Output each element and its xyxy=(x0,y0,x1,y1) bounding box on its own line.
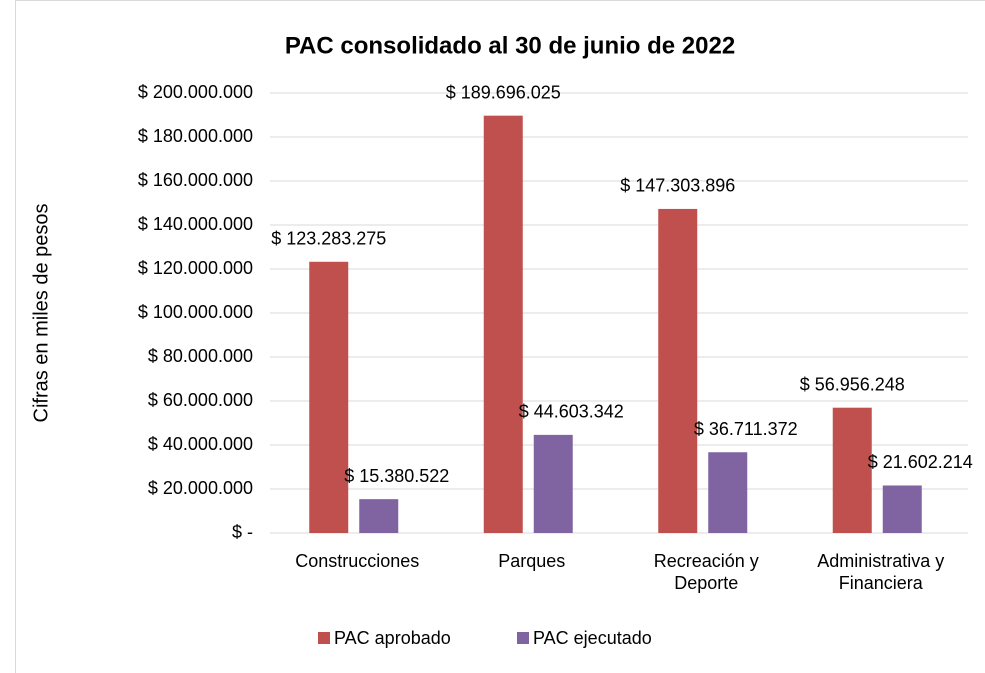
y-tick-label: $ 200.000.000 xyxy=(138,82,253,102)
x-tick-label: Recreación y Deporte xyxy=(653,551,759,593)
bar xyxy=(708,452,748,533)
bar xyxy=(483,115,523,533)
bar xyxy=(533,434,573,533)
y-tick-label: $ 20.000.000 xyxy=(148,478,253,498)
data-label: $ 15.380.522 xyxy=(344,466,449,486)
y-tick-label: $ 120.000.000 xyxy=(138,258,253,278)
y-tick-label: $ 80.000.000 xyxy=(148,346,253,366)
bar xyxy=(832,407,872,533)
bar xyxy=(359,499,399,533)
y-tick-label: $ 140.000.000 xyxy=(138,214,253,234)
chart-border xyxy=(15,0,985,673)
legend-swatch xyxy=(318,632,330,644)
y-tick-label: $ 60.000.000 xyxy=(148,390,253,410)
x-tick-label: Construcciones xyxy=(295,551,420,571)
legend-label: PAC aprobado xyxy=(334,628,451,648)
x-tick-label: Administrativa y Financiera xyxy=(817,551,945,593)
y-tick-label: $ 40.000.000 xyxy=(148,434,253,454)
data-label: $ 123.283.275 xyxy=(271,229,386,249)
data-label: $ 189.696.025 xyxy=(446,82,561,102)
data-label: $ 147.303.896 xyxy=(620,176,735,196)
data-label: $ 21.602.214 xyxy=(868,452,973,472)
data-label: $ 36.711.372 xyxy=(694,419,798,439)
data-label: $ 44.603.342 xyxy=(519,402,624,422)
bar xyxy=(309,261,349,533)
legend-label: PAC ejecutado xyxy=(533,628,652,648)
y-tick-label: $ - xyxy=(232,522,253,542)
bar xyxy=(882,485,922,533)
data-label: $ 56.956.248 xyxy=(800,374,905,394)
y-axis-title: Cifras en miles de pesos xyxy=(30,204,52,423)
legend-swatch xyxy=(517,632,529,644)
x-tick-label: Parques xyxy=(498,551,566,571)
y-tick-label: $ 100.000.000 xyxy=(138,302,253,322)
y-tick-label: $ 180.000.000 xyxy=(138,126,253,146)
y-tick-label: $ 160.000.000 xyxy=(138,170,253,190)
bar xyxy=(658,208,698,533)
chart-title: PAC consolidado al 30 de junio de 2022 xyxy=(285,32,735,59)
